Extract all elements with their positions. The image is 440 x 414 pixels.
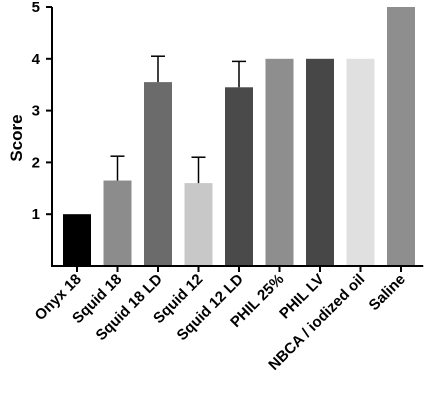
bar	[346, 58, 375, 266]
bar	[63, 214, 91, 266]
bar	[103, 180, 132, 266]
bar	[144, 82, 172, 266]
y-tick-label: 3	[32, 103, 40, 120]
bar	[184, 183, 213, 266]
bar	[225, 87, 253, 266]
y-axis-title: Score	[7, 114, 26, 161]
y-tick-label: 5	[32, 0, 40, 16]
y-tick-label: 1	[32, 206, 40, 223]
x-tick-label: Saline	[366, 271, 409, 314]
bar	[387, 7, 415, 266]
bar	[306, 58, 334, 266]
bar	[265, 58, 294, 266]
y-tick-label: 2	[32, 154, 40, 171]
y-tick-label: 4	[32, 51, 41, 68]
